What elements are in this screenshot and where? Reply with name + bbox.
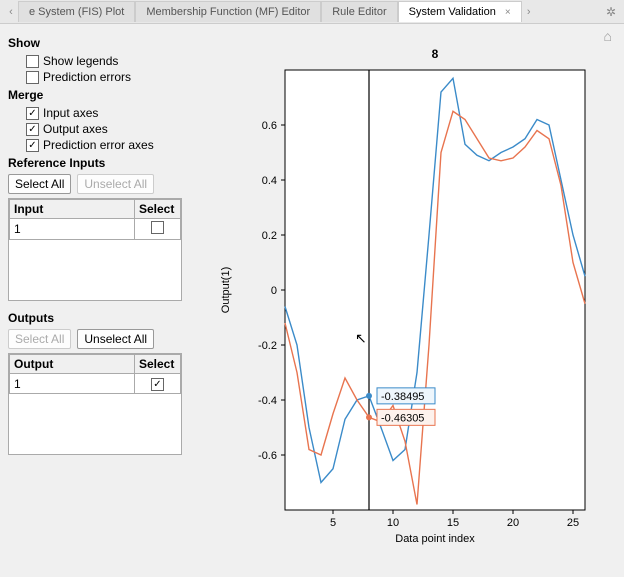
ref-inputs-unselect-all: Unselect All: [77, 174, 154, 194]
tab-mf-editor[interactable]: Membership Function (MF) Editor: [135, 1, 321, 22]
tab-close-icon[interactable]: ×: [505, 7, 511, 18]
chk-output-1[interactable]: ✓: [151, 378, 164, 391]
col-output: Output: [10, 355, 135, 374]
svg-text:-0.2: -0.2: [258, 340, 277, 352]
chk-output-axes[interactable]: ✓: [26, 123, 39, 136]
outputs-title: Outputs: [8, 311, 182, 325]
chk-pred-error-axes[interactable]: ✓: [26, 139, 39, 152]
inputs-table: Input Select 1: [9, 199, 181, 240]
tab-bar: ‹ e System (FIS) Plot Membership Functio…: [0, 0, 624, 24]
svg-text:20: 20: [507, 517, 519, 529]
svg-text:-0.6: -0.6: [258, 450, 277, 462]
chk-label: Output axes: [43, 122, 108, 136]
tab-scroll-right[interactable]: ›: [522, 6, 536, 18]
chk-prediction-errors[interactable]: [26, 71, 39, 84]
svg-text:5: 5: [330, 517, 336, 529]
tab-system-validation[interactable]: System Validation ×: [398, 1, 522, 22]
tab-fis-plot[interactable]: e System (FIS) Plot: [18, 1, 135, 22]
svg-text:25: 25: [567, 517, 579, 529]
svg-text:Output(1): Output(1): [220, 267, 232, 313]
show-title: Show: [8, 36, 182, 50]
table-row: 1: [10, 219, 181, 240]
svg-text:8: 8: [432, 47, 439, 61]
col-select: Select: [135, 200, 181, 219]
svg-text:0.6: 0.6: [262, 120, 277, 132]
chk-label: Show legends: [43, 54, 118, 68]
svg-text:Data point index: Data point index: [395, 533, 475, 545]
ref-inputs-title: Reference Inputs: [8, 156, 182, 170]
merge-title: Merge: [8, 88, 182, 102]
svg-text:15: 15: [447, 517, 459, 529]
tab-scroll-left[interactable]: ‹: [4, 6, 18, 18]
svg-text:-0.38495: -0.38495: [381, 391, 424, 403]
left-panel: Show Show legends Prediction errors Merg…: [0, 24, 190, 577]
outputs-select-all: Select All: [8, 329, 71, 349]
svg-text:0.2: 0.2: [262, 230, 277, 242]
col-input: Input: [10, 200, 135, 219]
input-name: 1: [10, 219, 135, 240]
chk-input-axes[interactable]: ✓: [26, 107, 39, 120]
svg-text:-0.46305: -0.46305: [381, 412, 424, 424]
chk-label: Prediction errors: [43, 70, 131, 84]
svg-text:10: 10: [387, 517, 399, 529]
home-icon[interactable]: ⌂: [604, 28, 612, 44]
output-name: 1: [10, 374, 135, 394]
tab-gear-icon[interactable]: ✲: [606, 5, 620, 19]
svg-text:-0.4: -0.4: [258, 395, 277, 407]
col-select: Select: [135, 355, 181, 374]
svg-text:0: 0: [271, 285, 277, 297]
chk-label: Prediction error axes: [43, 138, 154, 152]
chart-panel: ⌂ 8 -0.6 -0.4 -0.2 0 0.2 0.4 0.6 5 10 15 20 25 Data p…: [190, 24, 624, 577]
chk-input-1[interactable]: [151, 221, 164, 234]
chk-show-legends[interactable]: [26, 55, 39, 68]
svg-text:0.4: 0.4: [262, 175, 277, 187]
ref-inputs-select-all[interactable]: Select All: [8, 174, 71, 194]
outputs-table: Output Select 1 ✓: [9, 354, 181, 394]
output-chart[interactable]: 8 -0.6 -0.4 -0.2 0 0.2 0.4 0.6 5 10 15 20 25 Data poi…: [217, 30, 597, 550]
outputs-unselect-all[interactable]: Unselect All: [77, 329, 154, 349]
table-row: 1 ✓: [10, 374, 181, 394]
tab-label: System Validation: [409, 6, 496, 18]
tab-rule-editor[interactable]: Rule Editor: [321, 1, 397, 22]
chk-label: Input axes: [43, 106, 98, 120]
